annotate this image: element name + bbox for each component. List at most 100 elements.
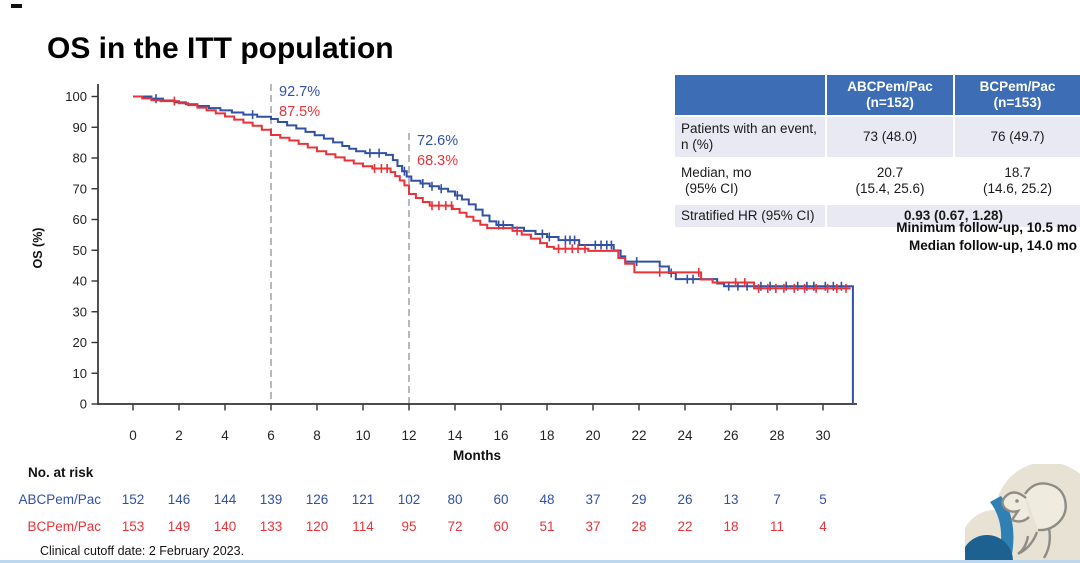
median-a-value: 20.7: [876, 164, 904, 180]
row-events-a: 73 (48.0): [825, 115, 955, 159]
at-risk-value: 121: [352, 492, 375, 507]
x-tick-label: 2: [175, 428, 183, 443]
results-header-arm-b: BCPem/Pac (n=153): [953, 73, 1080, 117]
table-row: Median, mo (95% CI) 20.7 (15.4, 25.6) 18…: [673, 157, 1080, 205]
median-a-ci: (15.4, 25.6): [855, 181, 925, 196]
results-header-row: ABCPem/Pac (n=152) BCPem/Pac (n=153): [673, 73, 1080, 117]
at-risk-value: 5: [819, 492, 827, 507]
arm-b-name: BCPem/Pac: [979, 78, 1056, 94]
x-tick-label: 20: [585, 428, 600, 443]
landmark-rate-label: 72.6%: [417, 133, 458, 149]
page-title: OS in the ITT population: [47, 32, 394, 66]
row-events-b: 76 (49.7): [953, 115, 1080, 159]
row-hr-value: 0.93 (0.67, 1.28): [825, 203, 1080, 229]
at-risk-value: 13: [723, 492, 738, 507]
minimum-followup: Minimum follow-up, 10.5 mo: [896, 220, 1077, 235]
median-b-ci: (14.6, 25.2): [982, 181, 1053, 196]
y-tick-label: 50: [73, 243, 87, 258]
at-risk-value: 60: [493, 492, 508, 507]
arm-a-n: (n=152): [866, 95, 914, 110]
at-risk-value: 114: [352, 519, 374, 534]
x-tick-label: 30: [815, 428, 830, 443]
median-label-line1: Median, mo: [681, 164, 752, 180]
at-risk-value: 11: [770, 519, 784, 534]
x-tick-label: 12: [401, 428, 416, 443]
at-risk-value: 72: [447, 519, 462, 534]
x-tick-label: 28: [769, 428, 784, 443]
median-label-line2: (95% CI): [685, 181, 739, 196]
bottom-strip: [0, 560, 1080, 563]
at-risk-value: 22: [677, 519, 692, 534]
at-risk-value: 133: [260, 519, 283, 534]
at-risk-value: 7: [773, 492, 781, 507]
landmark-rate-label: 68.3%: [417, 153, 458, 169]
at-risk-value: 144: [214, 492, 237, 507]
x-tick-label: 14: [447, 428, 463, 443]
at-risk-value: 60: [493, 519, 508, 534]
y-axis-title: OS (%): [31, 228, 45, 269]
at-risk-value: 29: [631, 492, 646, 507]
logo-merlion-body: [1017, 527, 1052, 559]
at-risk-value: 37: [585, 519, 600, 534]
row-hr-label: Stratified HR (95% CI): [673, 203, 827, 229]
logo-merlion-eye: [1015, 499, 1019, 503]
arm-b-n: (n=153): [993, 95, 1042, 110]
row-median-a: 20.7 (15.4, 25.6): [825, 157, 955, 205]
landmark-rate-label: 87.5%: [279, 104, 320, 120]
y-tick-label: 40: [73, 274, 87, 289]
y-tick-label: 0: [80, 397, 87, 412]
at-risk-value: 18: [723, 519, 738, 534]
x-tick-label: 4: [221, 428, 229, 443]
table-row: Stratified HR (95% CI) 0.93 (0.67, 1.28): [673, 203, 1080, 229]
x-tick-label: 24: [677, 428, 693, 443]
at-risk-title: No. at risk: [28, 465, 94, 480]
y-tick-label: 70: [73, 181, 87, 196]
at-risk-value: 153: [122, 519, 145, 534]
y-tick-label: 80: [73, 151, 87, 166]
at-risk-value: 48: [539, 492, 554, 507]
row-median-b: 18.7 (14.6, 25.2): [953, 157, 1080, 205]
logo-merlion-mane: [1024, 482, 1067, 532]
y-tick-label: 90: [73, 120, 87, 135]
at-risk-value: 149: [168, 519, 191, 534]
median-b-value: 18.7: [1004, 164, 1031, 180]
arm-a-name: ABCPem/Pac: [847, 78, 933, 94]
at-risk-value: 139: [260, 492, 283, 507]
at-risk-row-label: BCPem/Pac: [27, 519, 101, 534]
at-risk-value: 28: [631, 519, 646, 534]
logo-merlion-head: [1001, 491, 1030, 523]
x-tick-label: 10: [355, 428, 370, 443]
x-tick-label: 6: [267, 428, 275, 443]
at-risk-value: 102: [398, 492, 421, 507]
merlion-logo: [965, 464, 1080, 560]
at-risk-row-label: ABCPem/Pac: [18, 492, 101, 507]
x-tick-label: 16: [493, 428, 508, 443]
y-tick-label: 20: [73, 335, 87, 350]
y-tick-label: 30: [73, 304, 87, 319]
clinical-cutoff-note: Clinical cutoff date: 2 February 2023.: [40, 544, 245, 558]
at-risk-value: 37: [585, 492, 600, 507]
x-tick-label: 18: [539, 428, 554, 443]
y-tick-label: 10: [73, 366, 87, 381]
x-tick-label: 22: [631, 428, 646, 443]
at-risk-value: 126: [306, 492, 329, 507]
km-curve-bcpempac: [133, 95, 851, 290]
at-risk-value: 80: [447, 492, 462, 507]
x-tick-label: 26: [723, 428, 738, 443]
at-risk-value: 120: [306, 519, 329, 534]
logo-water-circle: [965, 535, 1013, 560]
km-curve-abcpempac: [133, 95, 854, 404]
at-risk-value: 4: [819, 519, 827, 534]
at-risk-value: 51: [539, 519, 554, 534]
results-table: ABCPem/Pac (n=152) BCPem/Pac (n=153) Pat…: [673, 73, 1080, 229]
logo-wave: [990, 496, 1014, 560]
results-header-empty: [673, 73, 827, 117]
y-tick-label: 100: [65, 89, 87, 104]
x-tick-label: 8: [313, 428, 321, 443]
row-median-label: Median, mo (95% CI): [673, 157, 827, 205]
at-risk-value: 146: [168, 492, 191, 507]
x-axis-title: Months: [453, 448, 501, 463]
at-risk-value: 95: [401, 519, 416, 534]
